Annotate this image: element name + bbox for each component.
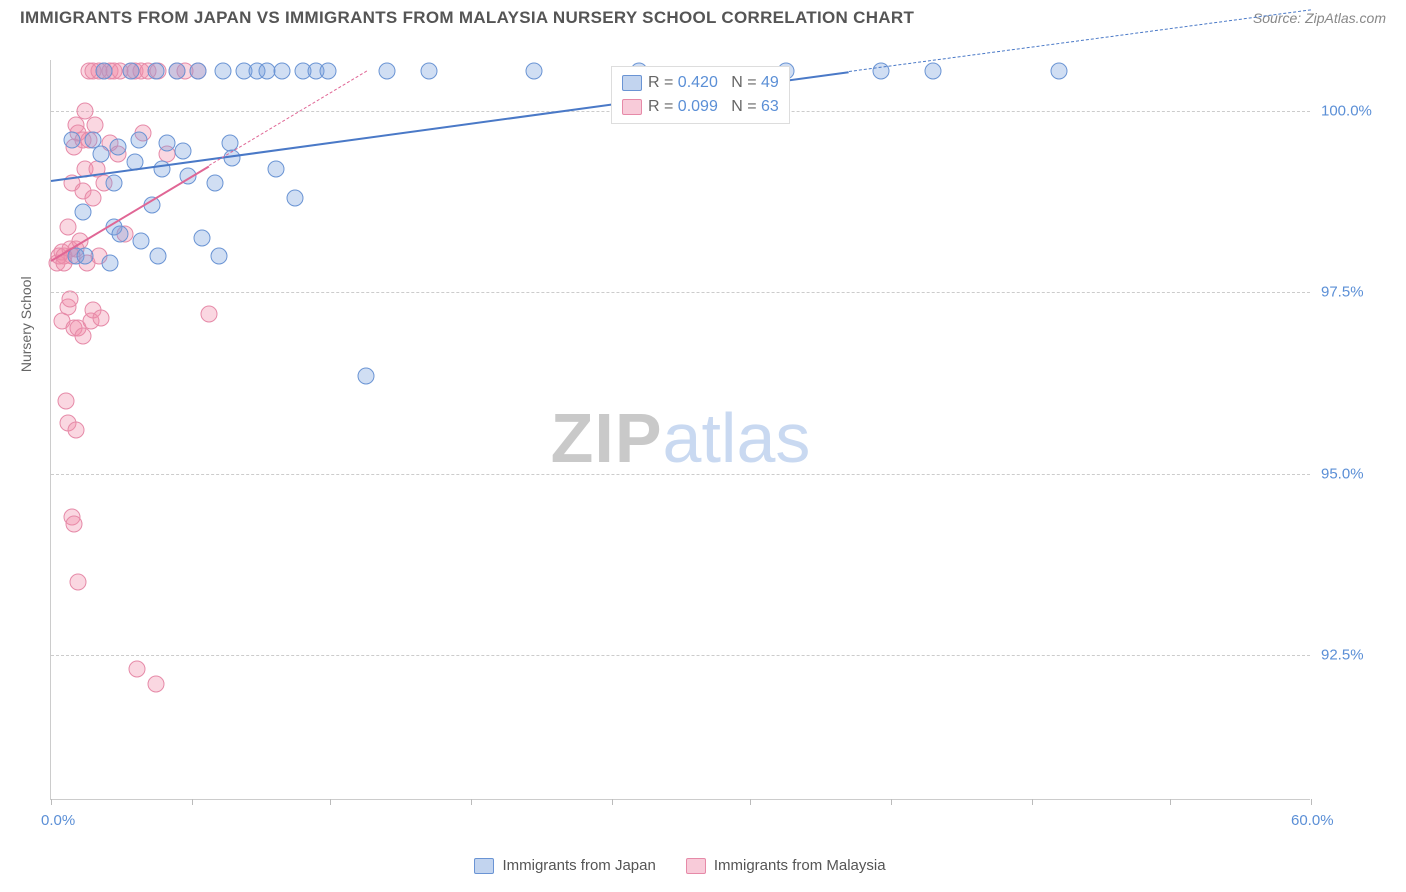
trend-line bbox=[208, 71, 366, 166]
y-axis-label: Nursery School bbox=[18, 276, 34, 372]
data-point bbox=[61, 291, 78, 308]
data-point bbox=[57, 392, 74, 409]
data-point bbox=[925, 62, 942, 79]
series-swatch bbox=[622, 99, 642, 115]
legend: Immigrants from Japan Immigrants from Mal… bbox=[50, 857, 1310, 874]
data-point bbox=[148, 675, 165, 692]
data-point bbox=[76, 247, 93, 264]
data-point bbox=[526, 62, 543, 79]
data-point bbox=[93, 309, 110, 326]
y-tick-label: 100.0% bbox=[1321, 102, 1372, 119]
data-point bbox=[74, 204, 91, 221]
data-point bbox=[122, 62, 139, 79]
data-point bbox=[1051, 62, 1068, 79]
data-point bbox=[206, 175, 223, 192]
data-point bbox=[64, 131, 81, 148]
data-point bbox=[274, 62, 291, 79]
data-point bbox=[267, 160, 284, 177]
x-min-label: 0.0% bbox=[41, 812, 75, 829]
y-tick-label: 97.5% bbox=[1321, 284, 1364, 301]
data-point bbox=[320, 62, 337, 79]
data-point bbox=[154, 160, 171, 177]
watermark-atlas: atlas bbox=[663, 399, 811, 477]
data-point bbox=[59, 218, 76, 235]
x-tick bbox=[1170, 799, 1171, 805]
x-tick bbox=[192, 799, 193, 805]
data-point bbox=[158, 135, 175, 152]
data-point bbox=[200, 305, 217, 322]
data-point bbox=[112, 226, 129, 243]
data-point bbox=[74, 327, 91, 344]
data-point bbox=[70, 574, 87, 591]
legend-swatch bbox=[474, 858, 494, 874]
chart-title: IMMIGRANTS FROM JAPAN VS IMMIGRANTS FROM… bbox=[20, 8, 914, 28]
series-swatch bbox=[622, 75, 642, 91]
data-point bbox=[175, 142, 192, 159]
data-point bbox=[133, 233, 150, 250]
data-point bbox=[148, 62, 165, 79]
source-label: Source: ZipAtlas.com bbox=[1253, 10, 1386, 26]
x-tick bbox=[1032, 799, 1033, 805]
legend-label: Immigrants from Malaysia bbox=[714, 857, 886, 874]
y-tick-label: 92.5% bbox=[1321, 646, 1364, 663]
scatter-chart: ZIPatlas 92.5%95.0%97.5%100.0%0.0%60.0%R… bbox=[50, 60, 1310, 800]
legend-item: Immigrants from Japan bbox=[474, 857, 655, 874]
legend-swatch bbox=[686, 858, 706, 874]
correlation-text: R = 0.099 N = 63 bbox=[648, 98, 779, 116]
data-point bbox=[85, 189, 102, 206]
x-tick bbox=[1311, 799, 1312, 805]
gridline bbox=[51, 474, 1310, 475]
data-point bbox=[110, 139, 127, 156]
data-point bbox=[215, 62, 232, 79]
data-point bbox=[286, 189, 303, 206]
data-point bbox=[106, 175, 123, 192]
data-point bbox=[93, 146, 110, 163]
data-point bbox=[66, 516, 83, 533]
data-point bbox=[194, 229, 211, 246]
legend-label: Immigrants from Japan bbox=[502, 857, 655, 874]
gridline bbox=[51, 292, 1310, 293]
data-point bbox=[95, 62, 112, 79]
data-point bbox=[169, 62, 186, 79]
watermark-zip: ZIP bbox=[551, 399, 663, 477]
correlation-row: R = 0.420 N = 49 bbox=[622, 71, 779, 95]
data-point bbox=[150, 247, 167, 264]
data-point bbox=[131, 131, 148, 148]
data-point bbox=[68, 422, 85, 439]
x-max-label: 60.0% bbox=[1291, 812, 1334, 829]
x-tick bbox=[330, 799, 331, 805]
x-tick bbox=[471, 799, 472, 805]
watermark: ZIPatlas bbox=[551, 398, 811, 478]
y-tick-label: 95.0% bbox=[1321, 465, 1364, 482]
gridline bbox=[51, 655, 1310, 656]
data-point bbox=[379, 62, 396, 79]
data-point bbox=[190, 62, 207, 79]
x-tick bbox=[891, 799, 892, 805]
x-tick bbox=[750, 799, 751, 805]
data-point bbox=[101, 255, 118, 272]
correlation-row: R = 0.099 N = 63 bbox=[622, 95, 779, 119]
x-tick bbox=[51, 799, 52, 805]
x-tick bbox=[612, 799, 613, 805]
data-point bbox=[358, 367, 375, 384]
correlation-text: R = 0.420 N = 49 bbox=[648, 74, 779, 92]
legend-item: Immigrants from Malaysia bbox=[686, 857, 886, 874]
data-point bbox=[421, 62, 438, 79]
data-point bbox=[211, 247, 228, 264]
correlation-box: R = 0.420 N = 49 R = 0.099 N = 63 bbox=[611, 66, 790, 124]
data-point bbox=[129, 661, 146, 678]
